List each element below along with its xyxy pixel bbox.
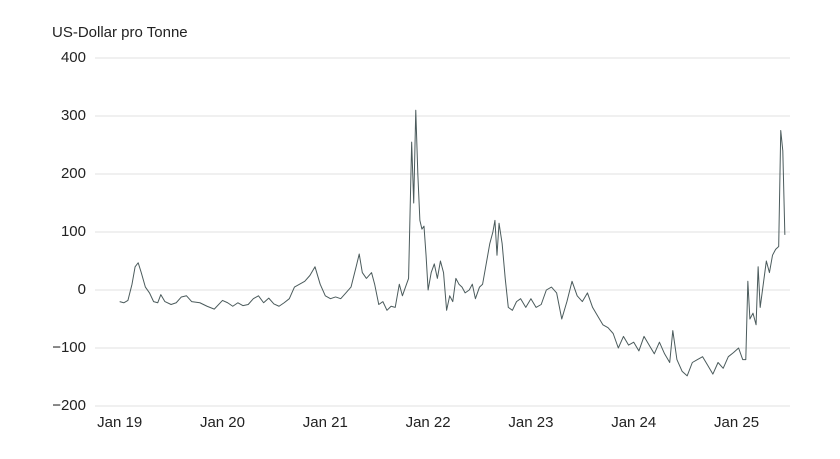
x-tick-label: Jan 21 xyxy=(303,414,348,431)
y-tick-label: −200 xyxy=(52,397,86,414)
x-tick-label: Jan 22 xyxy=(406,414,451,431)
x-tick-label: Jan 19 xyxy=(97,414,142,431)
line-series xyxy=(119,109,786,377)
x-tick-label: Jan 23 xyxy=(508,414,553,431)
x-tick-label: Jan 25 xyxy=(714,414,759,431)
y-tick-label: −100 xyxy=(52,339,86,356)
x-tick-label: Jan 20 xyxy=(200,414,245,431)
y-tick-label: 200 xyxy=(61,165,86,182)
y-tick-label: 0 xyxy=(78,281,86,298)
y-tick-label: 400 xyxy=(61,49,86,66)
x-tick-label: Jan 24 xyxy=(611,414,656,431)
y-tick-label: 300 xyxy=(61,107,86,124)
y-axis-title: US-Dollar pro Tonne xyxy=(52,24,188,41)
y-tick-label: 100 xyxy=(61,223,86,240)
